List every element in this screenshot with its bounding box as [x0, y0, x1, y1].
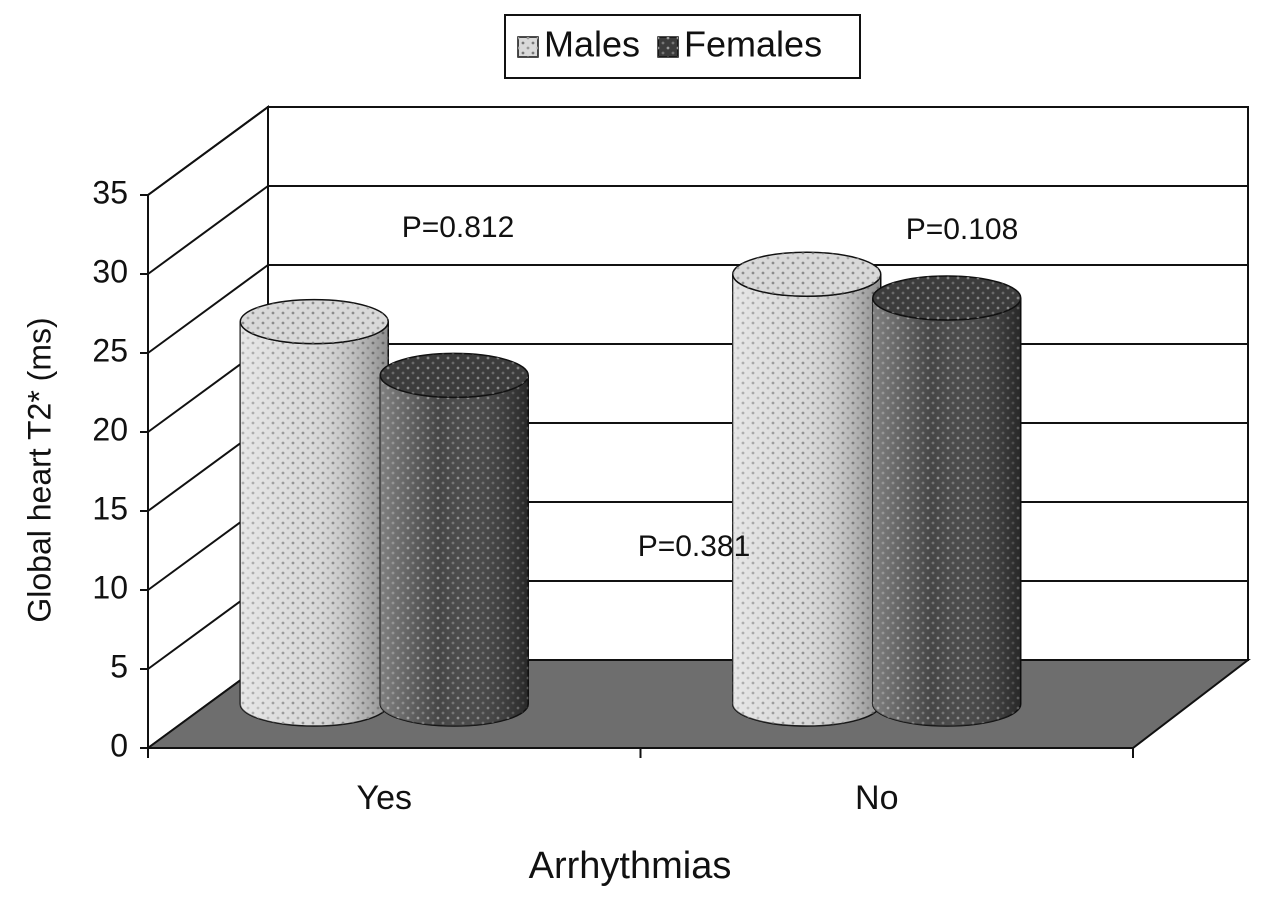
- cylinder-top-texture: [872, 275, 1021, 320]
- annotation: P=0.812: [402, 211, 515, 244]
- y-tick-label: 0: [110, 727, 128, 763]
- legend-label: Males: [544, 24, 640, 65]
- y-axis-label: Global heart T2* (ms): [21, 317, 57, 622]
- cylinder-shade: [872, 297, 1021, 726]
- x-axis-label: Arrhythmias: [529, 845, 732, 887]
- annotation: P=0.108: [906, 213, 1019, 246]
- cylinder-shade: [240, 321, 389, 726]
- legend-swatch-texture: [518, 37, 538, 57]
- y-tick-label: 35: [92, 174, 128, 210]
- y-tick-label: 15: [92, 490, 128, 526]
- cylinder-shade: [380, 375, 529, 726]
- y-tick-label: 5: [110, 648, 128, 684]
- grid-line: [147, 185, 269, 275]
- cylinder-top-texture: [240, 299, 389, 344]
- x-tick-label: No: [855, 779, 898, 817]
- cylinder-shade: [732, 274, 881, 726]
- grid-line: [147, 264, 269, 354]
- legend-label: Females: [684, 24, 822, 65]
- y-tick-label: 25: [92, 332, 128, 368]
- x-tick-label: Yes: [357, 779, 412, 817]
- cylinder-top-texture: [380, 353, 529, 398]
- cylinder-top-texture: [732, 252, 881, 297]
- grid-line: [147, 106, 269, 196]
- legend-swatch-texture: [658, 37, 679, 57]
- y-tick-label: 10: [92, 569, 128, 605]
- annotation: P=0.381: [638, 530, 751, 563]
- y-tick-label: 20: [92, 411, 128, 447]
- legend-box: [504, 14, 861, 79]
- y-tick-label: 30: [92, 253, 128, 289]
